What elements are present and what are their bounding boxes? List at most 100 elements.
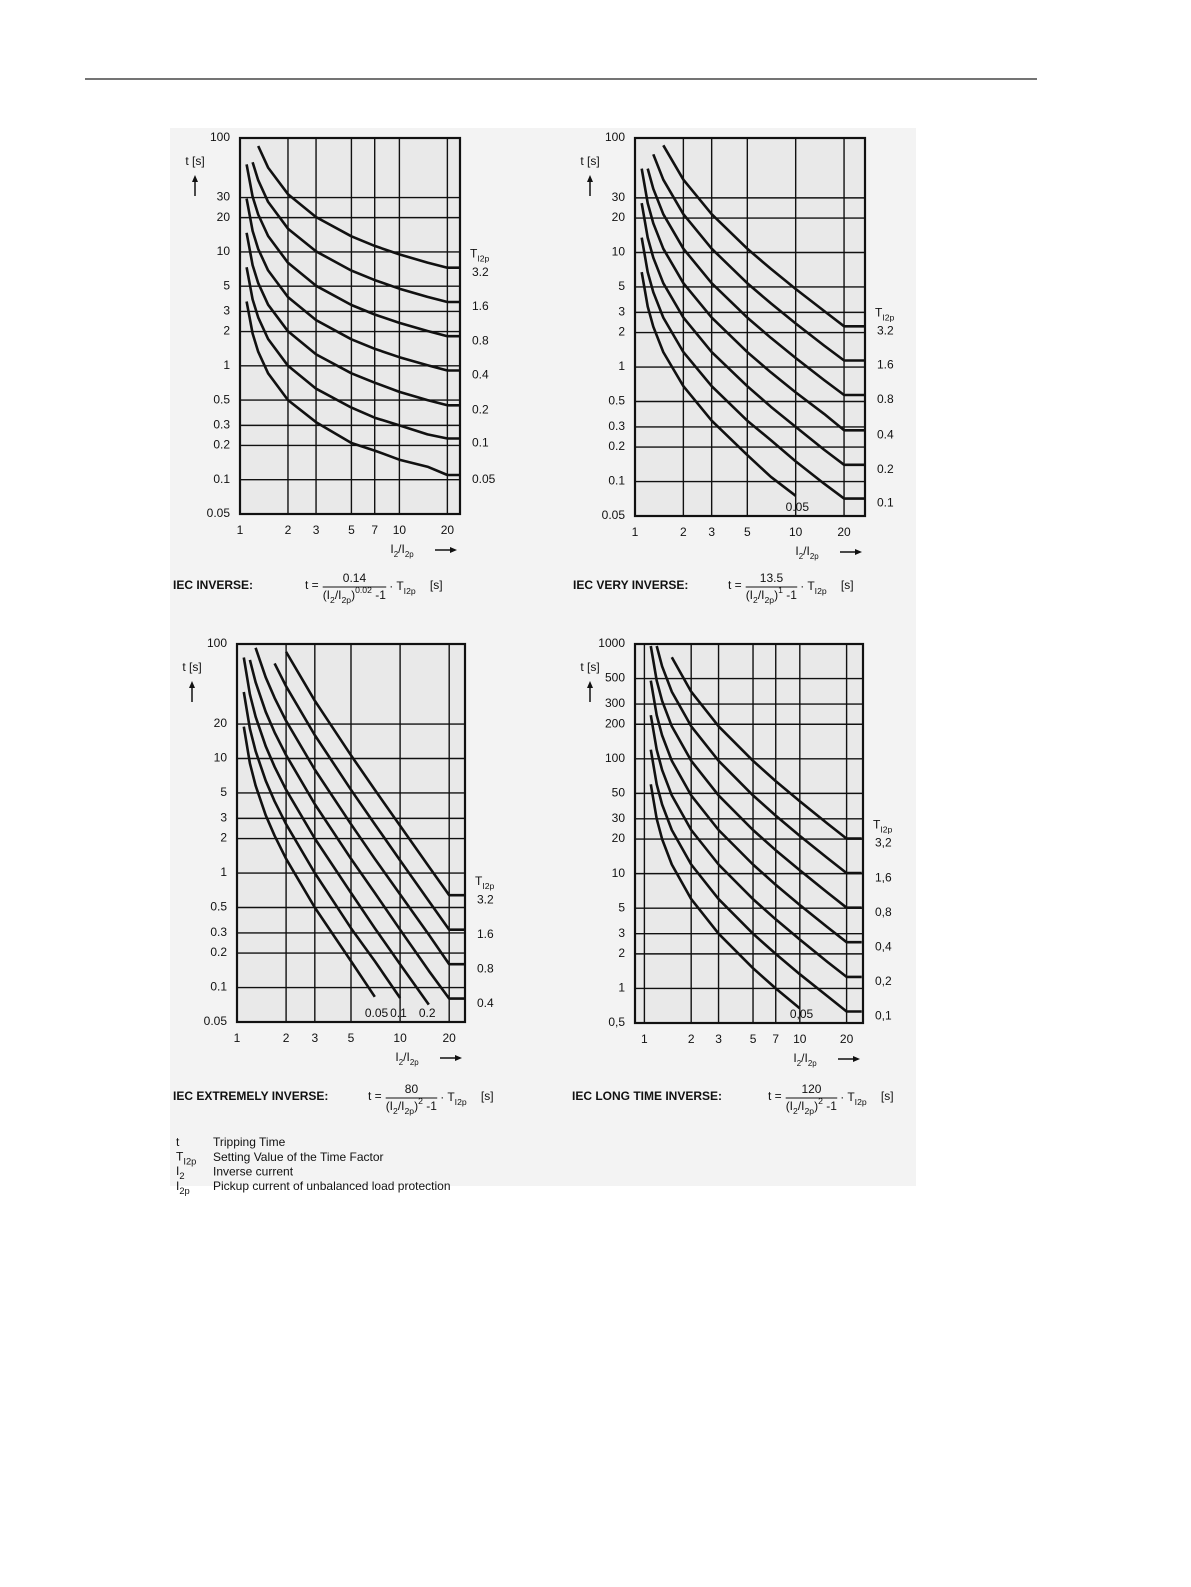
y-tick-label: 1 [618,359,625,373]
curve [646,168,865,397]
formula-lhs: t = [768,1089,782,1103]
curve-label: 1,6 [875,870,892,884]
x-axis-label-part: /I [398,542,405,556]
y-tick-label: 2 [220,831,227,845]
curve [284,651,465,897]
y-tick-label: 5 [220,785,227,799]
curve [273,662,465,931]
formula-lhs: t = [728,578,742,592]
glossary-symbol-part: I [176,1164,179,1178]
x-tick-label: 10 [793,1032,807,1046]
curve-label: 1.6 [472,299,489,313]
y-tick-label: 0.3 [213,418,230,432]
y-tick-label: 1 [618,981,625,995]
legend-title-part: I2p [482,881,494,891]
formula-denominator-part: /I [398,1099,405,1113]
x-tick-label: 1 [641,1032,648,1046]
formula-lhs: t = [368,1089,382,1103]
formula-denominator-part: 2 [753,595,758,605]
curve [257,145,460,269]
y-tick-label: 0.2 [210,945,227,959]
legend-title-part: I2p [477,254,489,264]
plot-area [240,138,460,514]
formula-unit: [s] [430,578,443,592]
plot-border [235,642,467,1024]
y-tick-label: 2 [223,324,230,338]
x-axis-label-part: I [793,1051,796,1065]
y-tick-label: 1 [220,865,227,879]
x-axis-arrow-head [450,547,457,553]
curve [649,645,862,909]
curve-label: 1.6 [477,927,494,941]
formula-denominator: (I2/I2p)1 -1 [746,585,798,605]
formula-numerator: 80 [405,1082,419,1096]
y-tick-label: 5 [618,900,625,914]
formula-denominator: (I2/I2p)2 -1 [786,1096,838,1116]
x-axis-label-part: 2p [810,552,819,561]
formula-denominator-part: 2p [765,595,775,605]
y-tick-label: 3 [220,811,227,825]
curve [640,271,797,497]
formula-denominator-part: (I [323,588,330,602]
curve [649,749,862,1013]
formula-numerator: 120 [801,1082,821,1096]
curve [649,784,801,1010]
glossary-text: Setting Value of the Time Factor [213,1150,384,1164]
curve-label: 0,2 [875,974,892,988]
glossary-symbol: I2 [176,1164,185,1181]
x-tick-label: 20 [441,523,455,537]
y-tick-label: 5 [223,278,230,292]
glossary-symbol-part: 2 [179,1172,184,1182]
x-tick-label: 20 [840,1032,854,1046]
y-tick-label: 0.3 [210,925,227,939]
formula-denominator-part: -1 [823,1099,837,1113]
curve-label: 0.2 [877,462,894,476]
x-axis-label-part: I [395,1050,398,1064]
curve [242,691,402,999]
formula-denominator-part: 2 [330,595,335,605]
x-axis-label-part: 2p [405,550,414,559]
x-tick-label: 3 [708,525,715,539]
y-tick-label: 2 [618,325,625,339]
y-tick-label: 0.1 [608,474,625,488]
x-tick-label: 10 [393,1031,407,1045]
curve-label: 3.2 [877,323,894,337]
formula-denominator-part: -1 [372,588,386,602]
y-axis-label: t [s] [185,154,204,168]
x-tick-label: 3 [715,1032,722,1046]
formula-factor-part: · T [800,579,815,593]
formula-denominator-part: (I [746,588,753,602]
curve [640,168,865,432]
glossary-symbol-part: 2p [179,1186,189,1196]
x-axis-label-part: I [390,542,393,556]
formula-denominator-part: /I [798,1099,805,1113]
formula-denominator-part: ) [814,1099,818,1113]
x-axis-label-part: I [795,544,798,558]
legend-title-part: I2p [882,313,894,323]
plot-area [635,644,863,1023]
formula-denominator-part: 2 [793,1106,798,1116]
x-tick-label: 2 [283,1031,290,1045]
curve [655,645,862,875]
formula-factor-part: I2p [404,586,416,596]
formula-factor: · TI2p [389,579,416,596]
x-tick-label: 10 [393,523,407,537]
y-tick-label: 5 [618,279,625,293]
x-tick-label: 1 [632,525,639,539]
y-axis-arrow-head [587,175,593,182]
glossary-symbol: t [176,1135,180,1149]
curve-label: 0,8 [875,905,892,919]
curve-label: 0.05 [472,472,496,486]
curve-label: 0.05 [786,500,810,514]
curve-label: 3,2 [875,836,892,850]
x-axis-label-part: 2p [410,1058,419,1067]
curve [649,714,862,979]
formula-denominator-part: (I [386,1099,393,1113]
x-axis-label: I2/I2p [793,1051,817,1067]
formula-denominator-part: -1 [783,588,797,602]
curve-label: 0.4 [877,427,894,441]
curve [242,657,430,1006]
formula-denominator-part: (I [786,1099,793,1113]
curve [245,198,460,372]
curve [670,656,862,840]
